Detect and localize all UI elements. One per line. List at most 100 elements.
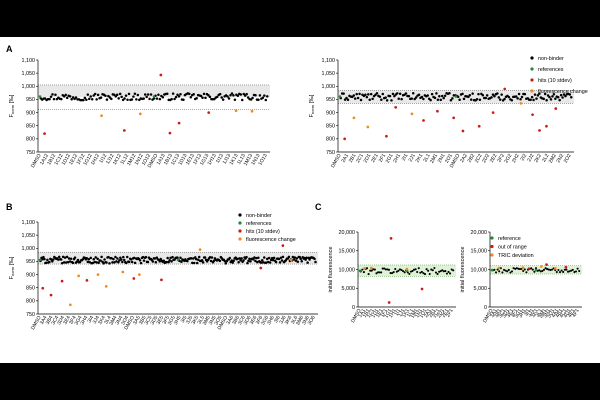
data-point	[52, 97, 56, 101]
fluorescence-change-point	[198, 248, 202, 251]
data-point	[144, 255, 148, 259]
data-point	[266, 95, 269, 98]
data-point	[65, 96, 69, 100]
x-tick-label: 3L1	[535, 308, 544, 318]
x-tick-label: 3I1	[523, 308, 532, 317]
legend-label: reference	[498, 236, 521, 242]
data-point	[265, 257, 269, 261]
x-tick-label: 3B1	[493, 308, 503, 319]
reference-point	[358, 269, 362, 273]
data-point	[477, 92, 480, 96]
fluorescence-change-point	[234, 109, 238, 113]
data-point	[117, 261, 120, 264]
fluorescence-change-point	[539, 265, 543, 268]
data-point	[242, 92, 245, 96]
x-tick-label: 3H4	[80, 315, 90, 326]
data-point	[93, 260, 96, 264]
x-tick-label: 2B2	[467, 153, 477, 164]
hit-point	[168, 131, 172, 135]
reference-point	[490, 268, 494, 272]
data-point	[249, 260, 252, 263]
data-point	[543, 92, 547, 96]
data-point	[246, 96, 250, 99]
data-point	[141, 255, 145, 259]
data-point	[202, 92, 206, 96]
x-tick-label: 1C13	[170, 153, 181, 167]
data-point	[74, 96, 78, 99]
x-tick-label: 2O2	[563, 153, 573, 164]
data-point	[186, 259, 189, 263]
data-point	[261, 258, 264, 262]
data-point	[97, 261, 100, 264]
data-point	[139, 261, 143, 265]
data-point	[176, 256, 179, 259]
data-point	[544, 267, 547, 270]
data-point	[576, 267, 579, 270]
hit-point	[527, 267, 531, 271]
data-point	[114, 255, 117, 259]
data-point	[115, 260, 118, 263]
data-point	[218, 92, 222, 96]
data-point	[440, 94, 444, 98]
x-tick-label: 1M12	[126, 153, 138, 167]
data-point	[304, 258, 307, 261]
reference-point	[534, 268, 538, 272]
hit-point	[545, 124, 548, 128]
x-tick-label: 2I1	[401, 153, 410, 162]
x-tick-label: 3L5	[197, 315, 206, 325]
data-point	[494, 271, 498, 274]
data-point	[207, 94, 210, 97]
fluorescence-change-point	[405, 267, 409, 271]
data-point	[456, 95, 460, 98]
data-point	[239, 259, 242, 262]
y-axis-label: Fnorm [‰]	[9, 94, 15, 117]
data-point	[443, 94, 447, 97]
data-point	[346, 98, 350, 101]
data-point	[125, 255, 129, 259]
data-point	[116, 257, 119, 260]
x-tick-label: 3K5	[190, 315, 200, 326]
data-point	[529, 98, 532, 101]
x-tick-label: 1D13	[177, 153, 188, 167]
data-point	[130, 260, 134, 264]
data-point	[64, 93, 67, 97]
data-point	[127, 260, 131, 264]
data-point	[182, 98, 185, 102]
data-point	[305, 256, 308, 259]
data-point	[152, 97, 156, 100]
data-point	[373, 268, 376, 271]
data-point	[493, 95, 496, 98]
x-tick-label: 2D2	[481, 153, 491, 164]
y-axis-label: initial fluorescence	[328, 246, 334, 292]
x-tick-label: 3K1	[530, 308, 540, 319]
data-point	[414, 268, 417, 271]
x-tick-label: 2D1	[436, 308, 446, 319]
x-tick-label: 1A13	[156, 153, 167, 166]
data-point	[132, 256, 136, 260]
data-point	[192, 93, 195, 96]
data-point	[154, 261, 158, 264]
data-point	[390, 99, 393, 102]
data-point	[313, 257, 316, 261]
data-point	[239, 93, 243, 96]
data-point	[146, 260, 150, 264]
data-point	[218, 259, 222, 263]
data-point	[245, 255, 248, 259]
data-point	[191, 261, 194, 265]
data-point	[165, 92, 169, 95]
data-point	[190, 257, 193, 260]
data-point	[392, 271, 395, 274]
data-point	[89, 256, 93, 260]
hit-point	[491, 111, 495, 114]
data-point	[68, 260, 72, 263]
data-point	[59, 258, 63, 261]
data-point	[556, 95, 560, 99]
x-tick-label: 3H1	[518, 308, 528, 319]
x-tick-label: 3F4	[68, 315, 78, 326]
legend-marker	[530, 78, 534, 82]
data-point	[485, 94, 489, 97]
hit-point	[461, 129, 465, 133]
x-tick-label: 3H5	[173, 315, 183, 326]
data-point	[447, 270, 450, 273]
data-point	[525, 271, 528, 274]
